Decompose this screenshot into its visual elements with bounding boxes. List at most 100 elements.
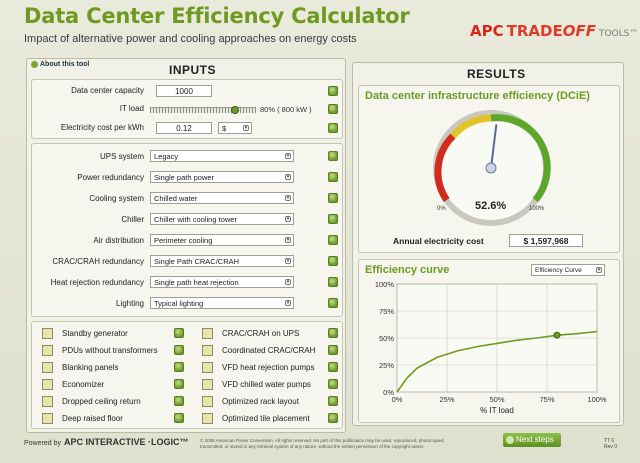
option-checkbox[interactable] <box>42 328 53 339</box>
option-checkbox[interactable] <box>202 379 213 390</box>
config-select[interactable]: Chilled water ▾ <box>150 192 294 204</box>
currency-value: $ <box>222 124 227 133</box>
powered-by: Powered by APC INTERACTIVE ·LOGIC™ <box>24 437 188 447</box>
gauge-min-label: 0% <box>437 206 446 212</box>
config-select[interactable]: Single Path CRAC/CRAH ▾ <box>150 255 294 267</box>
capacity-info-icon[interactable] <box>328 86 338 96</box>
config-select-value: Single path power <box>154 173 215 182</box>
page-subtitle: Impact of alternative power and cooling … <box>24 33 357 45</box>
electricity-cost-input[interactable]: 0.12 <box>156 122 212 134</box>
select-label: Air distribution <box>93 236 144 245</box>
option-info-icon[interactable] <box>174 379 184 389</box>
option-label: PDUs without transformers <box>62 346 158 355</box>
select-label: Heat rejection redundancy <box>50 278 144 287</box>
chevron-down-icon: ▾ <box>285 195 291 201</box>
logo-tools: TOOLS™ <box>598 29 639 39</box>
electricity-info-icon[interactable] <box>328 123 338 133</box>
config-select[interactable]: Typical lighting ▾ <box>150 297 294 309</box>
it-load-info-icon[interactable] <box>328 104 338 114</box>
x-tick-label: 0% <box>392 395 403 404</box>
gauge-value: 52.6% <box>475 200 507 212</box>
option-checkbox[interactable] <box>42 413 53 424</box>
annual-cost-label: Annual electricity cost <box>393 236 484 246</box>
config-select[interactable]: Legacy ▾ <box>150 150 294 162</box>
option-label: Optimized tile placement <box>222 414 310 423</box>
config-select-value: Legacy <box>154 152 179 161</box>
config-info-icon[interactable] <box>328 151 338 161</box>
config-info-icon[interactable] <box>328 193 338 203</box>
option-checkbox[interactable] <box>202 362 213 373</box>
x-tick-label: 75% <box>539 395 554 404</box>
config-select-value: Chilled water <box>154 194 198 203</box>
config-select[interactable]: Single path heat rejection ▾ <box>150 276 294 288</box>
option-info-icon[interactable] <box>328 362 338 372</box>
results-title: RESULTS <box>467 67 526 81</box>
option-label: CRAC/CRAH on UPS <box>222 329 300 338</box>
config-info-icon[interactable] <box>328 277 338 287</box>
logo-apc: APC <box>470 22 504 40</box>
option-checkbox[interactable] <box>42 379 53 390</box>
chevron-down-icon: ▾ <box>596 267 602 273</box>
it-load-slider[interactable] <box>150 107 256 113</box>
configuration-section: UPS system Legacy ▾ Power redundancy Single … <box>31 143 343 317</box>
config-info-icon[interactable] <box>328 235 338 245</box>
option-info-icon[interactable] <box>328 328 338 338</box>
select-label: Chiller <box>121 215 144 224</box>
config-info-icon[interactable] <box>328 256 338 266</box>
next-steps-button[interactable]: Next steps <box>503 433 561 447</box>
page-title: Data Center Efficiency Calculator <box>24 4 410 28</box>
option-checkbox[interactable] <box>202 396 213 407</box>
option-info-icon[interactable] <box>174 345 184 355</box>
option-checkbox[interactable] <box>202 413 213 424</box>
option-info-icon[interactable] <box>174 328 184 338</box>
option-checkbox[interactable] <box>42 345 53 356</box>
config-select-value: Typical lighting <box>154 299 204 308</box>
y-tick-label: 0% <box>383 388 394 397</box>
config-info-icon[interactable] <box>328 298 338 308</box>
config-info-icon[interactable] <box>328 214 338 224</box>
capacity-input[interactable]: 1000 <box>156 85 212 97</box>
config-select-value: Chiller with cooling tower <box>154 215 237 224</box>
option-info-icon[interactable] <box>328 396 338 406</box>
currency-select[interactable]: $ ▾ <box>218 122 252 134</box>
config-info-icon[interactable] <box>328 172 338 182</box>
chevron-down-icon: ▾ <box>285 258 291 264</box>
config-select[interactable]: Perimeter cooling ▾ <box>150 234 294 246</box>
about-tool-link[interactable]: About this tool <box>31 61 89 68</box>
it-load-slider-handle[interactable] <box>230 106 239 114</box>
config-select-value: Single Path CRAC/CRAH <box>154 257 240 266</box>
gauge-yellow-zone <box>450 114 492 139</box>
efficiency-chart: 0% 25% 50% 75% 100% 0% 25% 50% 75% 100% % IT load <box>375 280 607 415</box>
config-select[interactable]: Single path power ▾ <box>150 171 294 183</box>
select-label: UPS system <box>99 152 144 161</box>
version-info: TT 6 Rev 0 <box>604 438 617 450</box>
config-select-value: Single path heat rejection <box>154 278 239 287</box>
select-label: CRAC/CRAH redundancy <box>52 257 144 266</box>
dcie-section: Data center infrastructure efficiency (D… <box>358 85 620 253</box>
x-tick-label: 25% <box>439 395 454 404</box>
option-info-icon[interactable] <box>328 379 338 389</box>
gauge-needle <box>490 124 498 169</box>
option-checkbox[interactable] <box>202 345 213 356</box>
dcie-title: Data center infrastructure efficiency (D… <box>365 90 590 102</box>
powered-by-label: Powered by <box>24 440 61 447</box>
logo-trade: TRADE <box>506 22 563 40</box>
version-label: TT 6 <box>604 438 615 444</box>
option-info-icon[interactable] <box>174 396 184 406</box>
option-label: Standby generator <box>62 329 128 338</box>
option-info-icon[interactable] <box>174 413 184 423</box>
option-checkbox[interactable] <box>42 396 53 407</box>
config-select[interactable]: Chiller with cooling tower ▾ <box>150 213 294 225</box>
option-info-icon[interactable] <box>174 362 184 372</box>
info-icon <box>31 61 38 68</box>
option-label: Deep raised floor <box>62 414 123 423</box>
option-checkbox[interactable] <box>202 328 213 339</box>
x-axis-label: % IT load <box>480 406 514 415</box>
x-tick-label: 50% <box>489 395 504 404</box>
chevron-down-icon: ▾ <box>285 279 291 285</box>
curve-type-select[interactable]: Efficiency Curve ▾ <box>531 264 605 276</box>
option-info-icon[interactable] <box>328 413 338 423</box>
option-checkbox[interactable] <box>42 362 53 373</box>
option-info-icon[interactable] <box>328 345 338 355</box>
current-load-marker <box>553 331 561 339</box>
